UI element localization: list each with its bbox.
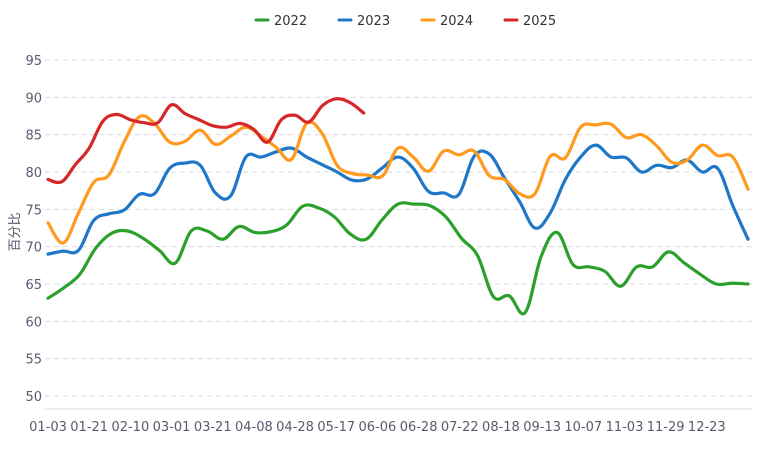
x-tick-label: 04-08 (235, 420, 273, 435)
x-tick-label: 01-21 (70, 420, 108, 435)
x-axis-ticks: 01-03 01-21 02-10 03-01 03-21 04-08 04-28 05-17… (29, 420, 726, 435)
y-tick-label: 60 (25, 315, 42, 330)
y-tick-label: 50 (25, 390, 42, 405)
series-line-2025 (46, 97, 366, 185)
y-tick-label: 85 (25, 129, 42, 144)
series-line-2024 (46, 114, 750, 245)
legend-item-2025[interactable]: 2025 (503, 14, 556, 29)
series-line-2022 (46, 201, 750, 316)
x-tick-label: 06-06 (359, 420, 397, 435)
grid-layer (45, 59, 752, 410)
y-tick-label: 70 (25, 241, 42, 256)
y-tick-label: 75 (25, 203, 42, 218)
x-tick-label: 12-23 (688, 420, 726, 435)
y-tick-label: 65 (25, 278, 42, 293)
x-tick-label: 04-28 (276, 420, 314, 435)
y-axis-ticks: 50 55 60 65 70 75 80 85 90 95 (25, 54, 42, 405)
x-tick-label: 11-29 (647, 420, 685, 435)
x-tick-label: 07-22 (441, 420, 479, 435)
x-tick-label: 06-28 (400, 420, 438, 435)
x-tick-label: 01-03 (29, 420, 67, 435)
legend-item-2024[interactable]: 2024 (420, 14, 473, 29)
x-tick-label: 03-01 (153, 420, 191, 435)
legend-label: 2025 (523, 14, 556, 29)
legend-item-2022[interactable]: 2022 (254, 14, 307, 29)
x-tick-label: 08-18 (482, 420, 520, 435)
x-tick-label: 11-03 (606, 420, 644, 435)
x-tick-label: 10-07 (564, 420, 602, 435)
legend[interactable]: 2022 2023 2024 2025 (254, 14, 556, 29)
y-axis-label: 百分比 (8, 212, 23, 251)
x-tick-label: 09-13 (523, 420, 561, 435)
legend-item-2023[interactable]: 2023 (337, 14, 390, 29)
legend-label: 2024 (440, 14, 473, 29)
x-tick-label: 02-10 (111, 420, 149, 435)
y-tick-label: 80 (25, 166, 42, 181)
series-layer (46, 97, 750, 316)
y-tick-label: 55 (25, 353, 42, 368)
x-tick-label: 05-17 (317, 420, 355, 435)
series-line-2023 (46, 143, 750, 256)
y-tick-label: 90 (25, 91, 42, 106)
y-tick-label: 95 (25, 54, 42, 69)
legend-label: 2023 (357, 14, 390, 29)
x-tick-label: 03-21 (194, 420, 232, 435)
legend-label: 2022 (274, 14, 307, 29)
